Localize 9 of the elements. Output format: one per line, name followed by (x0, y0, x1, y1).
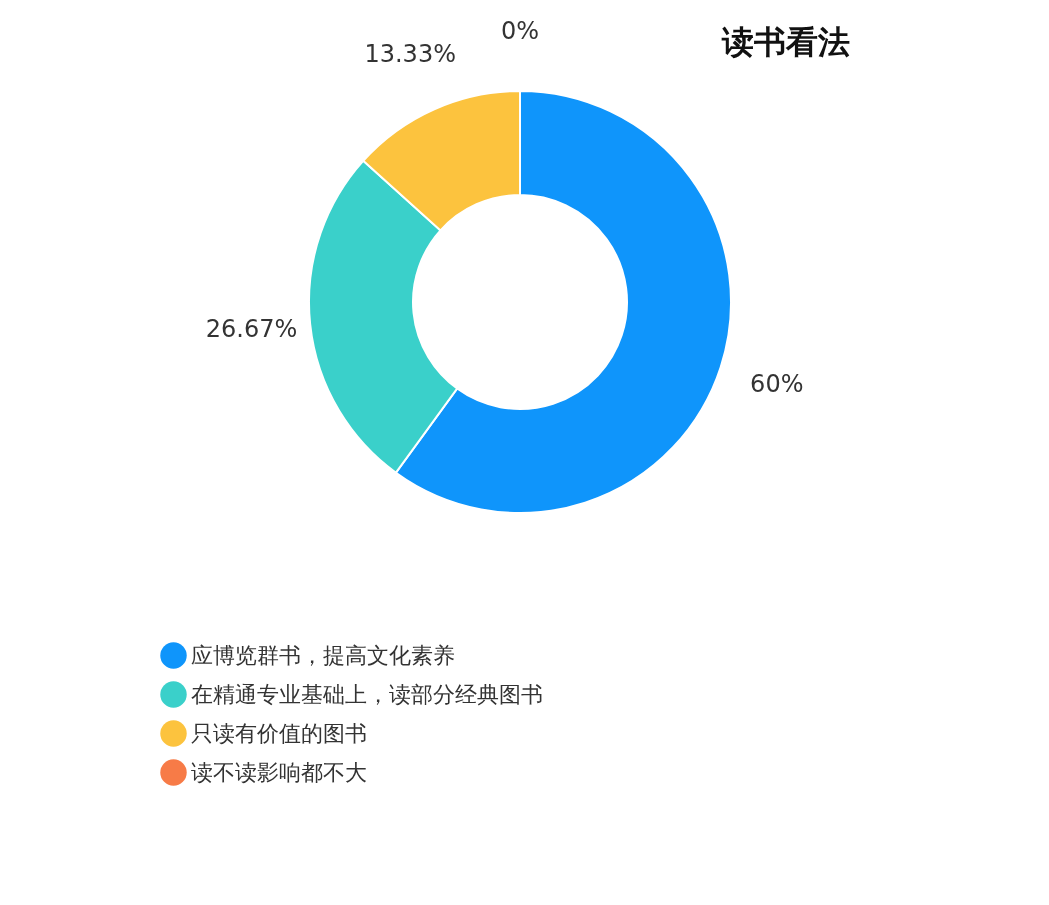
data-label: 60% (750, 370, 804, 399)
chart-title: 读书看法 (721, 23, 850, 61)
legend-label: 应博览群书，提高文化素养 (191, 642, 455, 668)
legend-label: 读不读影响都不大 (191, 759, 367, 785)
data-label: 13.33% (364, 40, 456, 69)
text: 0% (500, 17, 540, 45)
legend-label: 只读有价值的图书 (191, 720, 367, 746)
legend-label: 在精通专业基础上，读部分经典图书 (191, 681, 543, 707)
data-label: 26.67% (205, 315, 298, 344)
